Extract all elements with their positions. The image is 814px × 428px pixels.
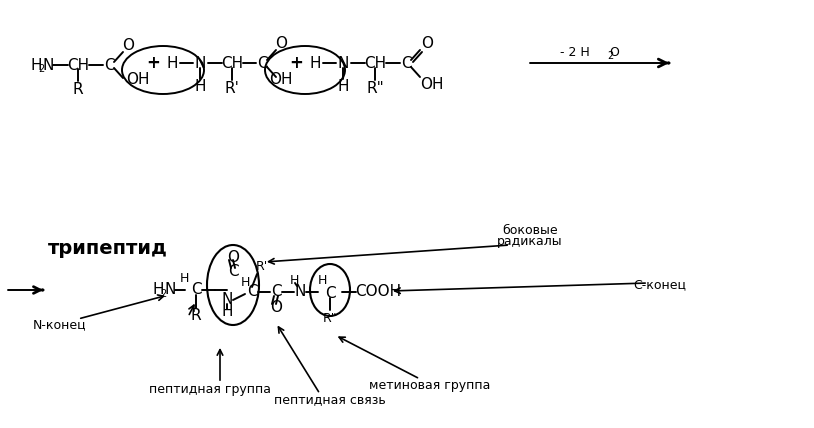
Text: H: H bbox=[337, 78, 348, 93]
Text: N: N bbox=[337, 56, 348, 71]
Text: C: C bbox=[325, 285, 335, 300]
Text: R: R bbox=[190, 309, 201, 324]
Text: H: H bbox=[240, 276, 250, 288]
Text: N: N bbox=[43, 57, 55, 72]
Text: H: H bbox=[317, 273, 326, 286]
Text: C: C bbox=[103, 57, 114, 72]
Text: N-конец: N-конец bbox=[33, 318, 87, 332]
Text: 2: 2 bbox=[38, 64, 44, 74]
Text: C: C bbox=[247, 285, 257, 300]
Text: R': R' bbox=[256, 261, 268, 273]
Text: H: H bbox=[309, 56, 321, 71]
Text: OH: OH bbox=[269, 71, 293, 86]
Text: C: C bbox=[271, 285, 282, 300]
Text: пептидная связь: пептидная связь bbox=[274, 393, 386, 407]
Text: R: R bbox=[72, 81, 83, 96]
Text: N: N bbox=[221, 292, 233, 307]
Text: H: H bbox=[195, 78, 206, 93]
Text: C: C bbox=[400, 56, 411, 71]
Text: трипептид: трипептид bbox=[48, 238, 168, 258]
Text: H: H bbox=[221, 304, 233, 319]
Text: N: N bbox=[295, 285, 306, 300]
Text: O: O bbox=[122, 38, 134, 53]
Text: O: O bbox=[227, 250, 239, 265]
Text: C: C bbox=[190, 282, 201, 297]
Text: 2: 2 bbox=[607, 51, 613, 61]
Text: CH: CH bbox=[67, 57, 89, 72]
Text: O: O bbox=[275, 36, 287, 51]
Text: OH: OH bbox=[126, 71, 150, 86]
Text: O: O bbox=[270, 300, 282, 315]
Text: R": R" bbox=[322, 312, 337, 324]
Text: - 2 H: - 2 H bbox=[560, 45, 590, 59]
Text: CH: CH bbox=[364, 56, 386, 71]
Text: 2: 2 bbox=[160, 289, 166, 299]
Text: C: C bbox=[228, 265, 239, 279]
Text: C: C bbox=[256, 56, 267, 71]
Text: боковые: боковые bbox=[502, 223, 558, 237]
Text: R': R' bbox=[225, 80, 239, 95]
Text: радикалы: радикалы bbox=[497, 235, 562, 247]
Text: COOH: COOH bbox=[355, 285, 401, 300]
Text: H: H bbox=[152, 282, 164, 297]
Text: O: O bbox=[421, 36, 433, 51]
Text: N: N bbox=[195, 56, 206, 71]
Text: метиновая группа: метиновая группа bbox=[370, 378, 491, 392]
Text: +: + bbox=[146, 54, 160, 72]
Text: H: H bbox=[289, 274, 299, 288]
Text: С-конец: С-конец bbox=[633, 279, 686, 291]
Text: +: + bbox=[289, 54, 303, 72]
Text: H: H bbox=[30, 57, 42, 72]
Text: O: O bbox=[609, 45, 619, 59]
Text: пептидная группа: пептидная группа bbox=[149, 383, 271, 396]
Text: CH: CH bbox=[221, 56, 243, 71]
Text: H: H bbox=[179, 271, 189, 285]
Text: R": R" bbox=[366, 80, 384, 95]
Text: N: N bbox=[165, 282, 177, 297]
Text: H: H bbox=[166, 56, 177, 71]
Text: OH: OH bbox=[420, 77, 444, 92]
